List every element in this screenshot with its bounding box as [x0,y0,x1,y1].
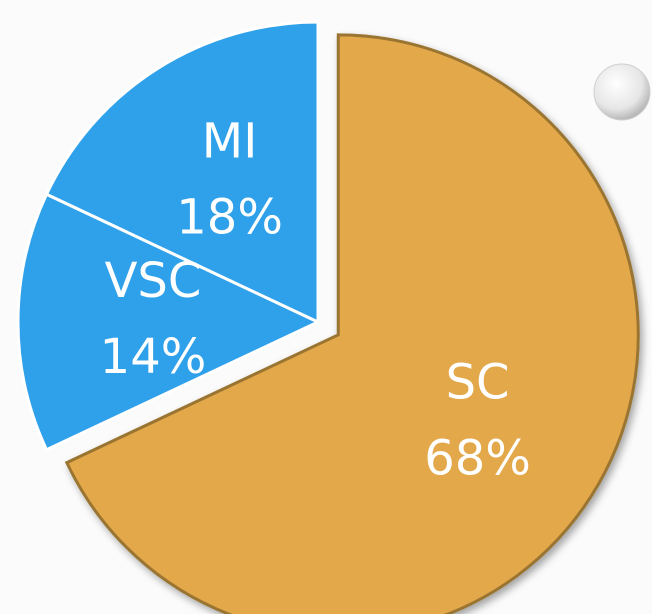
slice-value-label: 18% [176,190,283,246]
pie [16,20,640,614]
slice-category-label: MI [202,114,258,170]
pie-slice [44,20,320,325]
slice-category-label: SC [446,354,510,410]
pie-slice [64,33,640,614]
slice-value-label: 68% [424,430,531,486]
decoration-knob [593,63,651,121]
pie-labels: SC 68% VSC 14% MI 18% [100,114,531,487]
slice-value-label: 14% [100,329,207,385]
pie-slice [16,192,322,452]
slice-category-label: VSC [105,253,202,309]
